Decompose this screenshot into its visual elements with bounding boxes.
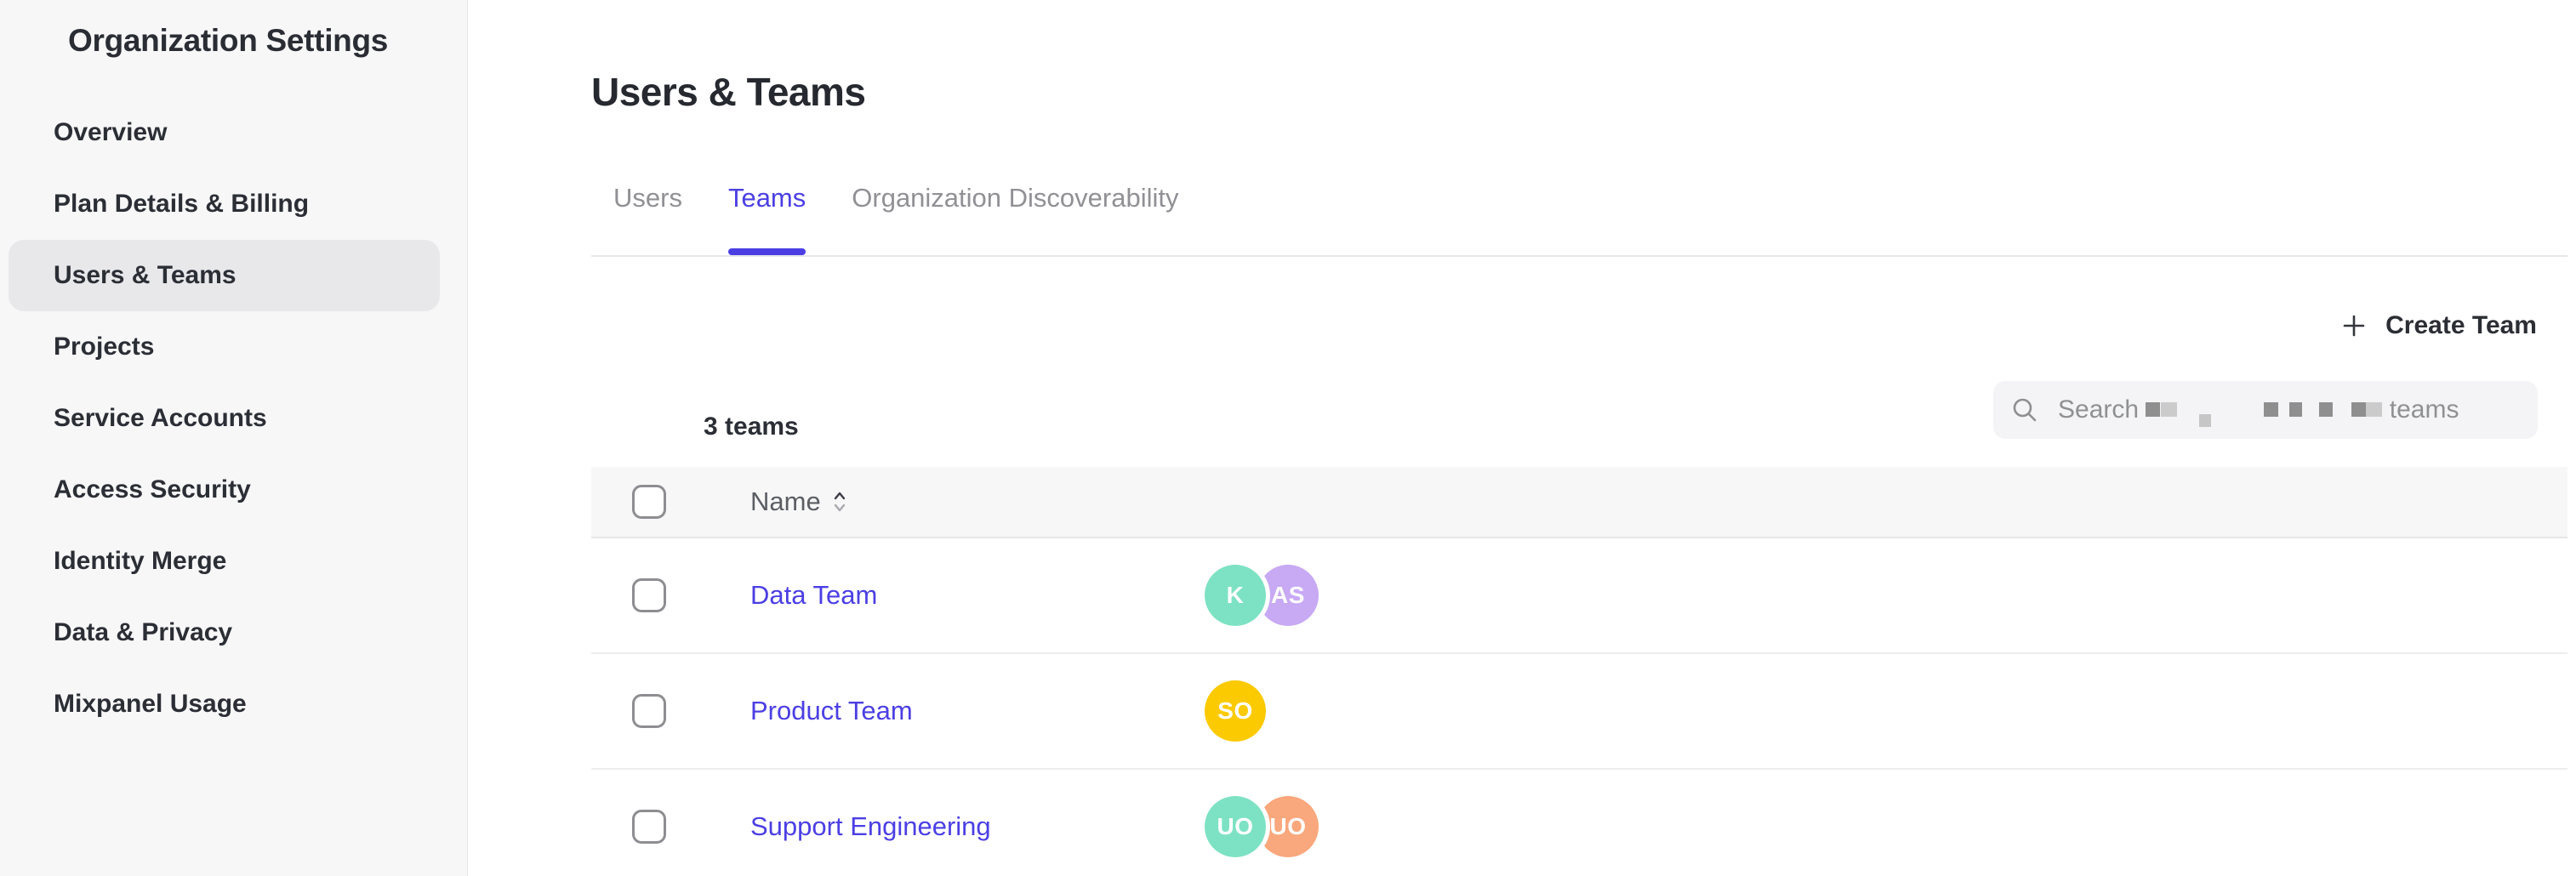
search-teams-input[interactable]: Search teams (1993, 381, 2538, 439)
select-all-checkbox[interactable] (632, 485, 666, 519)
table-row: Support Engineering UO UO (591, 770, 2567, 876)
redacted-block (2146, 402, 2161, 417)
redacted-block (2199, 414, 2212, 427)
sidebar-nav: Overview Plan Details & Billing Users & … (9, 97, 440, 740)
create-team-label: Create Team (2385, 311, 2537, 339)
table-row: Data Team K AS (591, 538, 2567, 654)
page-title: Users & Teams (591, 69, 866, 114)
tab-bar-divider (591, 255, 2567, 257)
row-checkbox[interactable] (632, 810, 666, 844)
search-icon (2011, 396, 2038, 424)
member-avatars: UO UO (1205, 796, 1319, 857)
tab-organization-discoverability[interactable]: Organization Discoverability (852, 183, 1179, 213)
sidebar-item-identity-merge[interactable]: Identity Merge (54, 547, 227, 575)
sidebar-item-projects[interactable]: Projects (54, 333, 155, 361)
team-link[interactable]: Support Engineering (750, 811, 991, 841)
redacted-block (2289, 402, 2303, 417)
redacted-block (2264, 402, 2279, 417)
sidebar-item-access-security[interactable]: Access Security (54, 475, 251, 503)
table-row: Product Team SO (591, 654, 2567, 770)
sidebar-title: Organization Settings (68, 23, 389, 58)
tab-users[interactable]: Users (613, 183, 682, 213)
avatar: UO (1257, 796, 1319, 857)
sidebar-item-mixpanel-usage[interactable]: Mixpanel Usage (54, 690, 247, 718)
team-link[interactable]: Data Team (750, 580, 878, 610)
teams-table: Data Team K AS Product Team SO Support E… (591, 538, 2567, 876)
redacted-block (2319, 402, 2334, 417)
name-column-label: Name (750, 486, 821, 516)
sidebar-item-overview[interactable]: Overview (54, 118, 168, 146)
redacted-block (2161, 402, 2178, 417)
sidebar-item-plan-details-billing[interactable]: Plan Details & Billing (54, 190, 310, 218)
member-avatars: SO (1205, 680, 1266, 742)
sidebar: Organization Settings Overview Plan Deta… (0, 0, 468, 876)
team-count-label: 3 teams (704, 412, 799, 441)
name-column-header[interactable]: Name (750, 467, 846, 537)
avatar: SO (1205, 680, 1266, 742)
redacted-block (2351, 402, 2367, 417)
sidebar-item-service-accounts[interactable]: Service Accounts (54, 404, 267, 432)
sidebar-item-users-teams[interactable]: Users & Teams (9, 240, 440, 311)
table-header: Name (591, 467, 2567, 538)
avatar: AS (1257, 565, 1319, 626)
avatar: UO (1205, 796, 1266, 857)
search-redacted-text (2139, 393, 2390, 427)
member-avatars: K AS (1205, 565, 1319, 626)
row-checkbox[interactable] (632, 578, 666, 612)
sidebar-item-data-privacy[interactable]: Data & Privacy (54, 618, 233, 646)
sort-arrows-icon (833, 490, 846, 514)
redacted-block (2366, 402, 2383, 417)
tab-bar: Users Teams Organization Discoverability (613, 184, 1178, 255)
search-placeholder-prefix: Search (2058, 395, 2140, 424)
create-team-button[interactable]: Create Team (2341, 308, 2537, 344)
tab-teams[interactable]: Teams (727, 184, 806, 255)
avatar: K (1205, 565, 1266, 626)
row-checkbox[interactable] (632, 694, 666, 728)
team-link[interactable]: Product Team (750, 696, 913, 725)
plus-icon (2341, 313, 2367, 338)
search-placeholder-suffix: teams (2389, 395, 2459, 424)
